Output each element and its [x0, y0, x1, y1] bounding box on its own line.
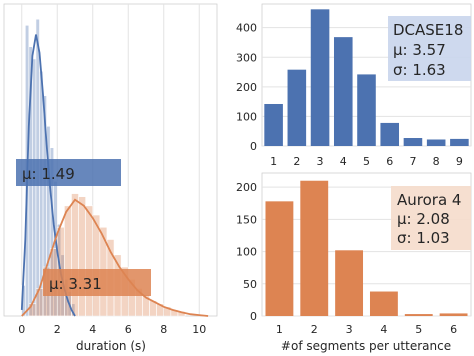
- bottom-right-y-tick-labels: 0 50 100 150 200: [236, 181, 257, 323]
- dcase18-title: DCASE18: [393, 21, 463, 39]
- aurora4-bar: [369, 291, 398, 316]
- dcase18-x-tick-label: 4: [340, 155, 347, 168]
- dcase18-x-tick-label: 6: [386, 155, 393, 168]
- dcase18-y-tick-label: 0: [250, 140, 257, 153]
- aurora4-bar: [335, 250, 364, 316]
- dcase18-bar: [380, 122, 400, 146]
- histogram-bar: [71, 193, 79, 317]
- dcase18-x-tick-label: 5: [363, 155, 370, 168]
- kde-curve: [21, 198, 209, 317]
- aurora4-std: σ: 1.03: [397, 229, 450, 247]
- aurora4-x-tick-label: 5: [415, 323, 422, 336]
- dcase18-y-tick-label: 200: [236, 81, 257, 94]
- aurora4-x-tick-label: 4: [380, 323, 387, 336]
- dcase18-y-tick-label: 400: [236, 22, 257, 35]
- left-x-tick-label: 0: [18, 323, 25, 336]
- dcase18-x-tick-label: 3: [317, 155, 324, 168]
- orange-mean-text: μ: 3.31: [49, 275, 102, 293]
- dcase18-bar: [403, 138, 423, 146]
- left-x-tick-labels: 0 2 4 6 8 10: [18, 323, 206, 336]
- aurora4-annotation-box: [391, 186, 471, 250]
- dcase18-x-tick-label: 2: [293, 155, 300, 168]
- aurora4-bar: [300, 180, 329, 316]
- dcase18-std: σ: 1.63: [393, 61, 446, 79]
- dcase18-annotation-box: [388, 16, 471, 81]
- aurora4-bar: [404, 314, 433, 316]
- dcase18-bar: [450, 138, 469, 146]
- histogram-bar: [32, 58, 37, 317]
- bottom-right-x-tick-labels: 1 2 3 4 5 6: [276, 323, 457, 336]
- blue-mean-box: [16, 159, 121, 186]
- aurora4-annotation: Aurora 4 μ: 2.08 σ: 1.03: [391, 186, 471, 250]
- aurora4-y-tick-label: 50: [243, 278, 257, 291]
- top-right-y-tick-labels: 0 100 200 300 400: [236, 22, 257, 153]
- dcase18-bar: [357, 74, 376, 146]
- aurora4-x-tick-label: 1: [276, 323, 283, 336]
- aurora4-bar: [265, 201, 294, 316]
- top-right-bars: [264, 9, 469, 147]
- aurora4-bar-panel: 0 50 100 150 200 1 2 3 4 5 6 #of segments per utt…: [236, 172, 472, 353]
- histogram-bar: [78, 196, 86, 317]
- dcase18-x-tick-label: 9: [456, 155, 463, 168]
- aurora4-x-tick-label: 3: [346, 323, 353, 336]
- dcase18-bar: [426, 139, 446, 146]
- blue-mean-text: μ: 1.49: [22, 165, 75, 183]
- duration-histogram-panel: 0 2 4 6 8 10 duration (s) μ: 1.49 μ: 3.31: [3, 3, 218, 353]
- orange-mean-annotation: μ: 3.31: [43, 269, 151, 296]
- aurora4-bar: [439, 313, 468, 316]
- dcase18-bar: [310, 9, 330, 147]
- dcase18-x-tick-label: 7: [409, 155, 416, 168]
- dcase18-y-tick-label: 300: [236, 51, 257, 64]
- histogram-bar: [28, 303, 37, 317]
- bottom-right-x-axis-label: #of segments per utterance: [281, 339, 451, 353]
- bottom-right-bars: [265, 180, 468, 316]
- aurora4-title: Aurora 4: [397, 191, 461, 209]
- dcase18-bar: [264, 103, 283, 146]
- aurora4-y-tick-label: 0: [250, 310, 257, 323]
- top-right-x-tick-labels: 1 2 3 4 5 6 7 8 9: [270, 155, 463, 168]
- dcase18-bar-panel: 0 100 200 300 400 1 2 3 4 5 6 7 8 9 DCASE18 μ: 3.57 …: [236, 3, 472, 168]
- orange-mean-box: [43, 269, 151, 296]
- aurora4-x-tick-label: 2: [311, 323, 318, 336]
- left-x-tick-label: 10: [192, 323, 206, 336]
- dcase18-mean: μ: 3.57: [393, 41, 446, 59]
- left-x-tick-label: 2: [54, 323, 61, 336]
- aurora4-mean: μ: 2.08: [397, 210, 450, 228]
- aurora4-x-tick-label: 6: [450, 323, 457, 336]
- dcase18-y-tick-label: 100: [236, 110, 257, 123]
- left-x-tick-label: 4: [89, 323, 96, 336]
- aurora4-y-tick-label: 100: [236, 246, 257, 259]
- histogram-bar: [85, 205, 94, 317]
- left-x-axis-label: duration (s): [76, 339, 146, 353]
- left-x-tick-label: 6: [125, 323, 132, 336]
- dcase18-bar: [333, 37, 353, 147]
- left-x-tick-label: 8: [160, 323, 167, 336]
- dcase18-annotation: DCASE18 μ: 3.57 σ: 1.63: [388, 16, 471, 81]
- dcase18-x-tick-label: 1: [270, 155, 277, 168]
- dcase18-x-tick-label: 8: [433, 155, 440, 168]
- dcase18-bar: [287, 69, 307, 146]
- aurora4-y-tick-label: 200: [236, 181, 257, 194]
- aurora4-y-tick-label: 150: [236, 213, 257, 226]
- blue-mean-annotation: μ: 1.49: [16, 159, 121, 186]
